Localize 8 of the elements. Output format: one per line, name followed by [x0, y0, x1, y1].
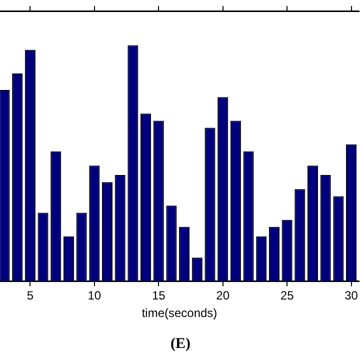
x-axis-title: time(seconds): [142, 306, 218, 320]
x-tick-label: 10: [88, 288, 102, 303]
x-tick-label: 15: [152, 288, 166, 303]
x-tick-label: 25: [280, 288, 294, 303]
x-tick-label: 30: [344, 288, 358, 303]
text: (E): [170, 336, 190, 352]
x-tick-label: 5: [26, 288, 34, 303]
x-tick-label: 20: [216, 288, 230, 303]
